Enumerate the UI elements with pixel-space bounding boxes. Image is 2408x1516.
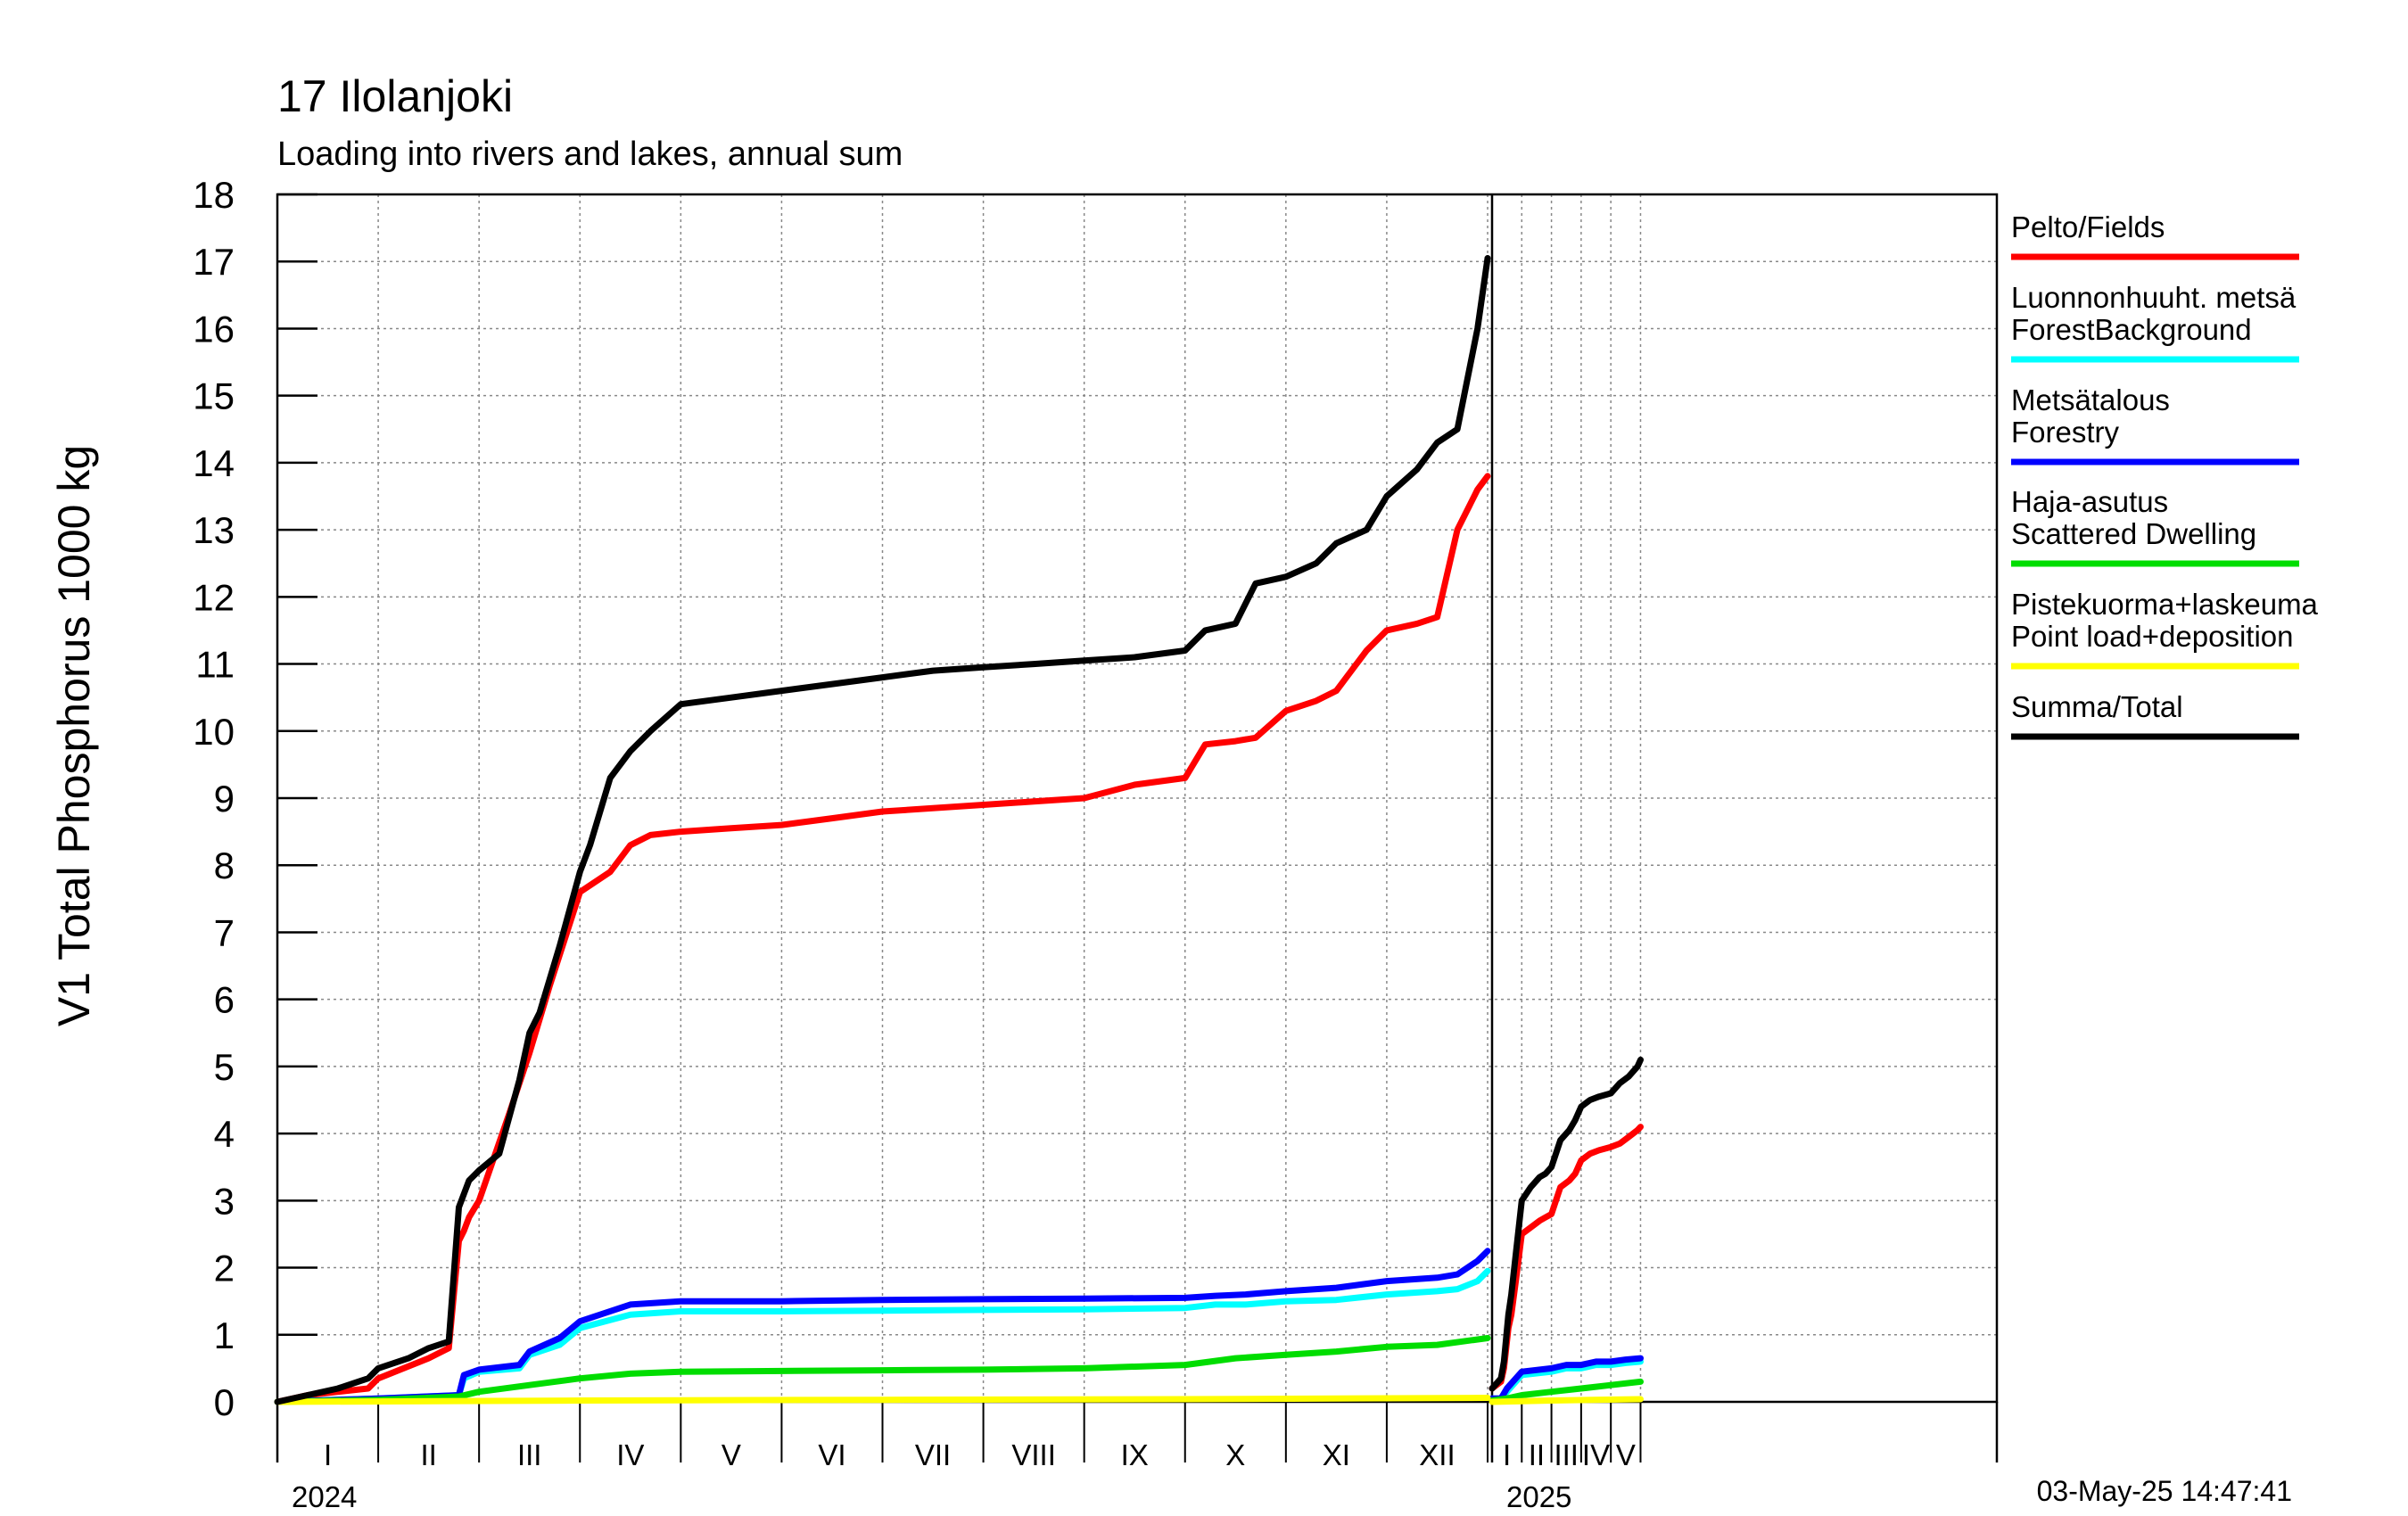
legend-label: Point load+deposition [2011,620,2294,653]
legend-label: Pelto/Fields [2011,210,2165,243]
legend-label: Luonnonhuuht. metsä [2011,281,2297,314]
y-tick-label: 11 [195,644,235,686]
month-label: I [1503,1438,1511,1471]
series-line [1489,1396,1644,1405]
legend-label: Scattered Dwelling [2011,517,2256,550]
y-tick-label: 17 [193,241,235,283]
y-tick-label: 12 [193,576,235,618]
series-line [274,255,1491,1405]
series-line [274,1248,1491,1405]
chart-subtitle: Loading into rivers and lakes, annual su… [277,136,903,173]
y-tick-label: 15 [193,375,235,417]
month-label: V [1616,1438,1636,1471]
legend-item: Summa/Total [2011,690,2299,740]
y-tick-label: 8 [214,845,235,886]
year-label: 2025 [1506,1480,1571,1513]
month-label: X [1225,1438,1245,1471]
month-label: II [420,1438,436,1471]
series-line [1489,1056,1644,1392]
month-label: IV [1582,1438,1610,1471]
y-tick-label: 7 [214,911,235,953]
y-tick-label: 14 [193,442,235,484]
legend-label: Summa/Total [2011,690,2183,723]
y-tick-label: 1 [214,1314,235,1356]
y-tick-label: 13 [193,509,235,551]
series-line [274,1335,1491,1405]
legend-label: Forestry [2011,416,2120,449]
month-label: VII [915,1438,951,1471]
y-tick-label: 18 [193,174,235,216]
legend-label: Metsätalous [2011,383,2170,416]
month-label: XII [1419,1438,1455,1471]
chart-title: 17 Ilolanjoki [277,71,513,121]
series-luonnonhuuht-mets- [274,1267,1644,1405]
month-label: I [324,1438,332,1471]
month-label: IX [1121,1438,1149,1471]
month-label: XI [1323,1438,1350,1471]
y-tick-label: 6 [214,979,235,1021]
series-line [274,1395,1491,1405]
month-label: VI [818,1438,845,1471]
y-tick-label: 2 [214,1248,235,1289]
series-pistekuorma-laskeuma [274,1395,1644,1405]
month-label: IV [616,1438,644,1471]
y-axis-label: V1 Total Phosphorus 1000 kg [49,445,99,1026]
y-tick-label: 10 [193,711,235,753]
y-tick-label: 3 [214,1180,235,1222]
month-label: VIII [1011,1438,1056,1471]
legend: Pelto/Fields Luonnonhuuht. metsäForestBac… [2011,210,2319,740]
month-label: III [517,1438,542,1471]
y-tick-label: 4 [214,1113,235,1155]
series-pelto-fields [274,473,1644,1405]
legend-label: Haja-asutus [2011,485,2168,518]
legend-label: Pistekuorma+laskeuma [2011,588,2319,621]
grid [277,194,1997,1402]
timestamp: 03-May-25 14:47:41 [2037,1475,2292,1507]
y-tick-label: 0 [214,1381,235,1423]
month-label: II [1529,1438,1545,1471]
series-summa-total [274,255,1644,1405]
legend-item: Pelto/Fields [2011,210,2299,260]
legend-label: ForestBackground [2011,313,2252,346]
year-label: 2024 [292,1480,357,1513]
series-mets-talous [274,1248,1644,1405]
y-tick-label: 16 [193,308,235,350]
month-label: III [1554,1438,1579,1471]
y-tick-label: 5 [214,1046,235,1088]
series-line [1489,1355,1644,1402]
y-tick-label: 9 [214,778,235,820]
month-label: V [722,1438,741,1471]
